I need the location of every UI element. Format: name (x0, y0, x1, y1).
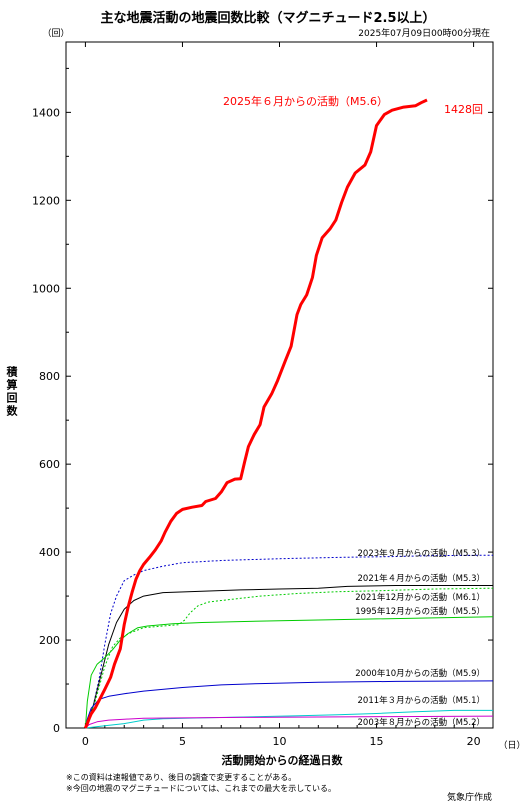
y-tick-label: 600 (39, 458, 60, 471)
series-label-4: 1995年12月からの活動（M5.5） (355, 606, 485, 617)
series-label-7: 2003年８月からの活動（M5.2） (358, 717, 486, 728)
series-label-1: 2023年９月からの活動（M5.3） (358, 548, 486, 559)
series-line-1 (84, 554, 494, 729)
axis-ticks: 0 200 400 600 800 1000 1200 1400 0 5 10 15 20 (32, 42, 493, 748)
series-label-6: 2011年３月からの活動（M5.1） (358, 695, 486, 706)
series-label-2: 2021年４月からの活動（M5.3） (358, 573, 486, 584)
series-label-5: 2000年10月からの活動（M5.9） (355, 668, 485, 679)
series-label-0: 2025年６月からの活動（M5.6） (223, 94, 388, 108)
x-tick-label: 15 (370, 735, 384, 748)
series-line-4 (84, 616, 494, 729)
x-tick-label: 20 (467, 735, 481, 748)
credit: 気象庁作成 (447, 791, 492, 803)
x-axis-title: 活動開始からの経過日数 (222, 753, 344, 767)
y-tick-label: 200 (39, 634, 60, 647)
y-tick-label: 400 (39, 546, 60, 559)
series-lines (84, 98, 494, 729)
x-tick-label: 5 (179, 735, 186, 748)
series-label-3: 2021年12月からの活動（M6.1） (355, 592, 485, 603)
footnote-1: ※この資料は速報値であり、後日の調査で変更することがある。 (66, 772, 296, 782)
y-unit-label: （回） (42, 28, 69, 39)
y-tick-label: 1200 (32, 194, 60, 207)
series-line-0 (84, 98, 428, 729)
series-labels: 2025年６月からの活動（M5.6） 1428回 2023年９月からの活動（M5.3… (223, 94, 485, 728)
chart-title: 主な地震活動の地震回数比較（マグニチュード2.5以上） (100, 10, 435, 26)
y-tick-label: 0 (53, 722, 60, 735)
y-tick-label: 800 (39, 370, 60, 383)
series-line-6 (85, 709, 493, 729)
x-tick-label: 10 (273, 735, 287, 748)
series-line-7 (85, 715, 494, 729)
x-tick-label: 0 (82, 735, 89, 748)
plot-frame (65, 41, 494, 729)
chart-subtitle: 2025年07月09日00時00分現在 (358, 27, 490, 39)
x-unit-label: （日） (498, 740, 525, 751)
series-line-5 (84, 680, 494, 729)
series-line-2 (84, 585, 493, 729)
y-tick-label: 1000 (32, 282, 60, 295)
series-end-label: 1428回 (444, 103, 483, 116)
y-tick-label: 1400 (32, 106, 60, 119)
footnote-2: ※今回の地震のマグニチュードについては、これまでの最大を示している。 (66, 783, 336, 793)
y-axis-title: 積算回数 (6, 365, 19, 418)
